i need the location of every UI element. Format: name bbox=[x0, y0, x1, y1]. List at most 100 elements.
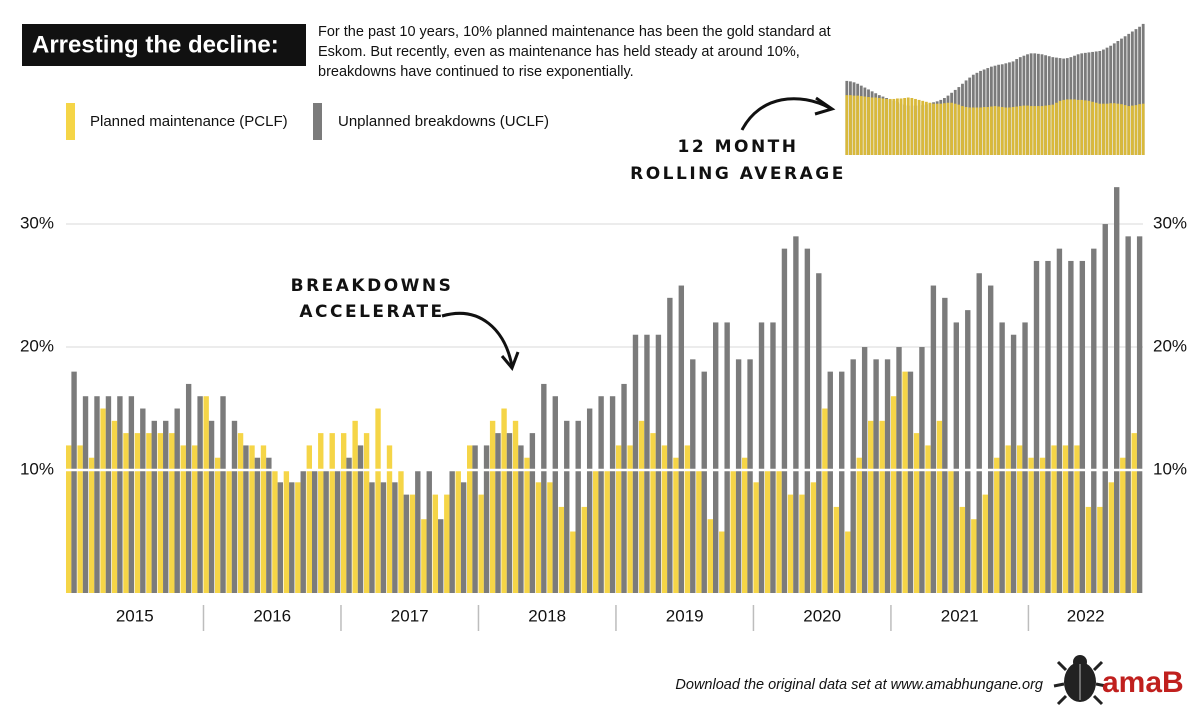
bar bbox=[380, 482, 387, 593]
bar bbox=[942, 103, 946, 155]
bar bbox=[892, 98, 896, 155]
bar bbox=[1141, 103, 1145, 155]
bar bbox=[1039, 457, 1046, 593]
x-tick-label: 2016 bbox=[253, 606, 291, 625]
bar bbox=[1109, 45, 1113, 155]
bar bbox=[1127, 106, 1131, 155]
bar bbox=[100, 408, 106, 593]
bar bbox=[799, 494, 805, 593]
bar bbox=[877, 98, 881, 155]
logo-icon bbox=[1053, 655, 1107, 706]
bar bbox=[1108, 482, 1115, 593]
bar bbox=[444, 494, 450, 593]
bar bbox=[690, 359, 696, 593]
bar bbox=[575, 420, 581, 593]
bar bbox=[105, 396, 112, 593]
bar bbox=[1040, 106, 1044, 155]
bar bbox=[1120, 457, 1126, 593]
bar bbox=[1029, 106, 1033, 155]
bar bbox=[856, 457, 862, 593]
bar bbox=[833, 506, 840, 593]
bar bbox=[852, 95, 856, 155]
y-tick-label: 10% bbox=[20, 459, 54, 478]
bar bbox=[386, 445, 393, 593]
bar bbox=[913, 433, 920, 593]
bar bbox=[627, 445, 633, 593]
bar bbox=[965, 310, 971, 593]
bar bbox=[787, 494, 794, 593]
bar bbox=[604, 470, 610, 593]
bar bbox=[1008, 107, 1011, 155]
bar bbox=[438, 519, 444, 593]
y-tick-label: 30% bbox=[20, 214, 54, 233]
bar bbox=[249, 445, 255, 593]
bar bbox=[917, 99, 921, 155]
bar bbox=[896, 98, 899, 155]
bar bbox=[392, 482, 398, 593]
bar bbox=[1047, 105, 1051, 155]
bar bbox=[1094, 102, 1098, 155]
bar bbox=[609, 396, 616, 593]
bar bbox=[1044, 55, 1048, 155]
bar bbox=[975, 107, 979, 155]
bar bbox=[1016, 445, 1023, 593]
bar bbox=[432, 494, 439, 593]
bar bbox=[1051, 104, 1055, 155]
front-layer: 10% 10% 20% 20% 30% 30% 2015 2016 2017 2018 2019 20… bbox=[20, 103, 1187, 631]
legend-label: Unplanned breakdowns (UCLF) bbox=[338, 113, 549, 130]
y-tick-label: 20% bbox=[1153, 337, 1187, 356]
bar bbox=[495, 433, 501, 593]
bar bbox=[1091, 248, 1097, 593]
bar bbox=[111, 420, 118, 593]
annotation: ROLLING AVERAGE bbox=[630, 164, 846, 184]
bar bbox=[971, 519, 977, 593]
bar bbox=[203, 396, 209, 593]
bar bbox=[197, 396, 203, 593]
arrow-head bbox=[814, 96, 836, 116]
bar bbox=[1022, 105, 1026, 155]
bar bbox=[959, 506, 966, 593]
bar bbox=[512, 420, 519, 593]
bar bbox=[1102, 49, 1105, 155]
bar bbox=[730, 470, 736, 593]
bar bbox=[999, 322, 1005, 593]
bar bbox=[1130, 31, 1134, 155]
bar bbox=[1134, 29, 1138, 155]
annotation: BREAKDOWNS bbox=[291, 276, 454, 296]
bar bbox=[873, 359, 879, 593]
bar bbox=[1022, 322, 1028, 593]
bar bbox=[71, 371, 77, 593]
arrow bbox=[441, 311, 514, 367]
bar bbox=[1080, 99, 1084, 155]
bar bbox=[1141, 23, 1145, 156]
bar bbox=[552, 396, 558, 593]
bar bbox=[558, 506, 565, 593]
bar bbox=[1026, 54, 1029, 155]
bar bbox=[946, 102, 950, 155]
bar bbox=[903, 98, 907, 155]
bar bbox=[426, 470, 432, 593]
bar bbox=[277, 482, 284, 593]
bar bbox=[272, 470, 278, 593]
bar bbox=[398, 470, 404, 593]
bar bbox=[157, 433, 164, 593]
bar bbox=[289, 482, 295, 593]
bar bbox=[870, 97, 874, 155]
bar bbox=[982, 107, 986, 155]
bar bbox=[1033, 106, 1037, 155]
bar bbox=[529, 433, 536, 593]
annotation: ACCELERATE bbox=[299, 302, 444, 322]
bar bbox=[340, 433, 347, 593]
bar bbox=[921, 100, 925, 155]
bar bbox=[839, 371, 845, 593]
x-tick-label: 2021 bbox=[941, 606, 979, 625]
bar bbox=[1058, 100, 1062, 155]
bar bbox=[856, 95, 860, 155]
bar bbox=[948, 470, 954, 593]
bar bbox=[667, 297, 673, 593]
bar bbox=[979, 107, 982, 155]
bar bbox=[1004, 107, 1008, 155]
bar bbox=[1029, 53, 1033, 155]
bar bbox=[174, 408, 180, 593]
